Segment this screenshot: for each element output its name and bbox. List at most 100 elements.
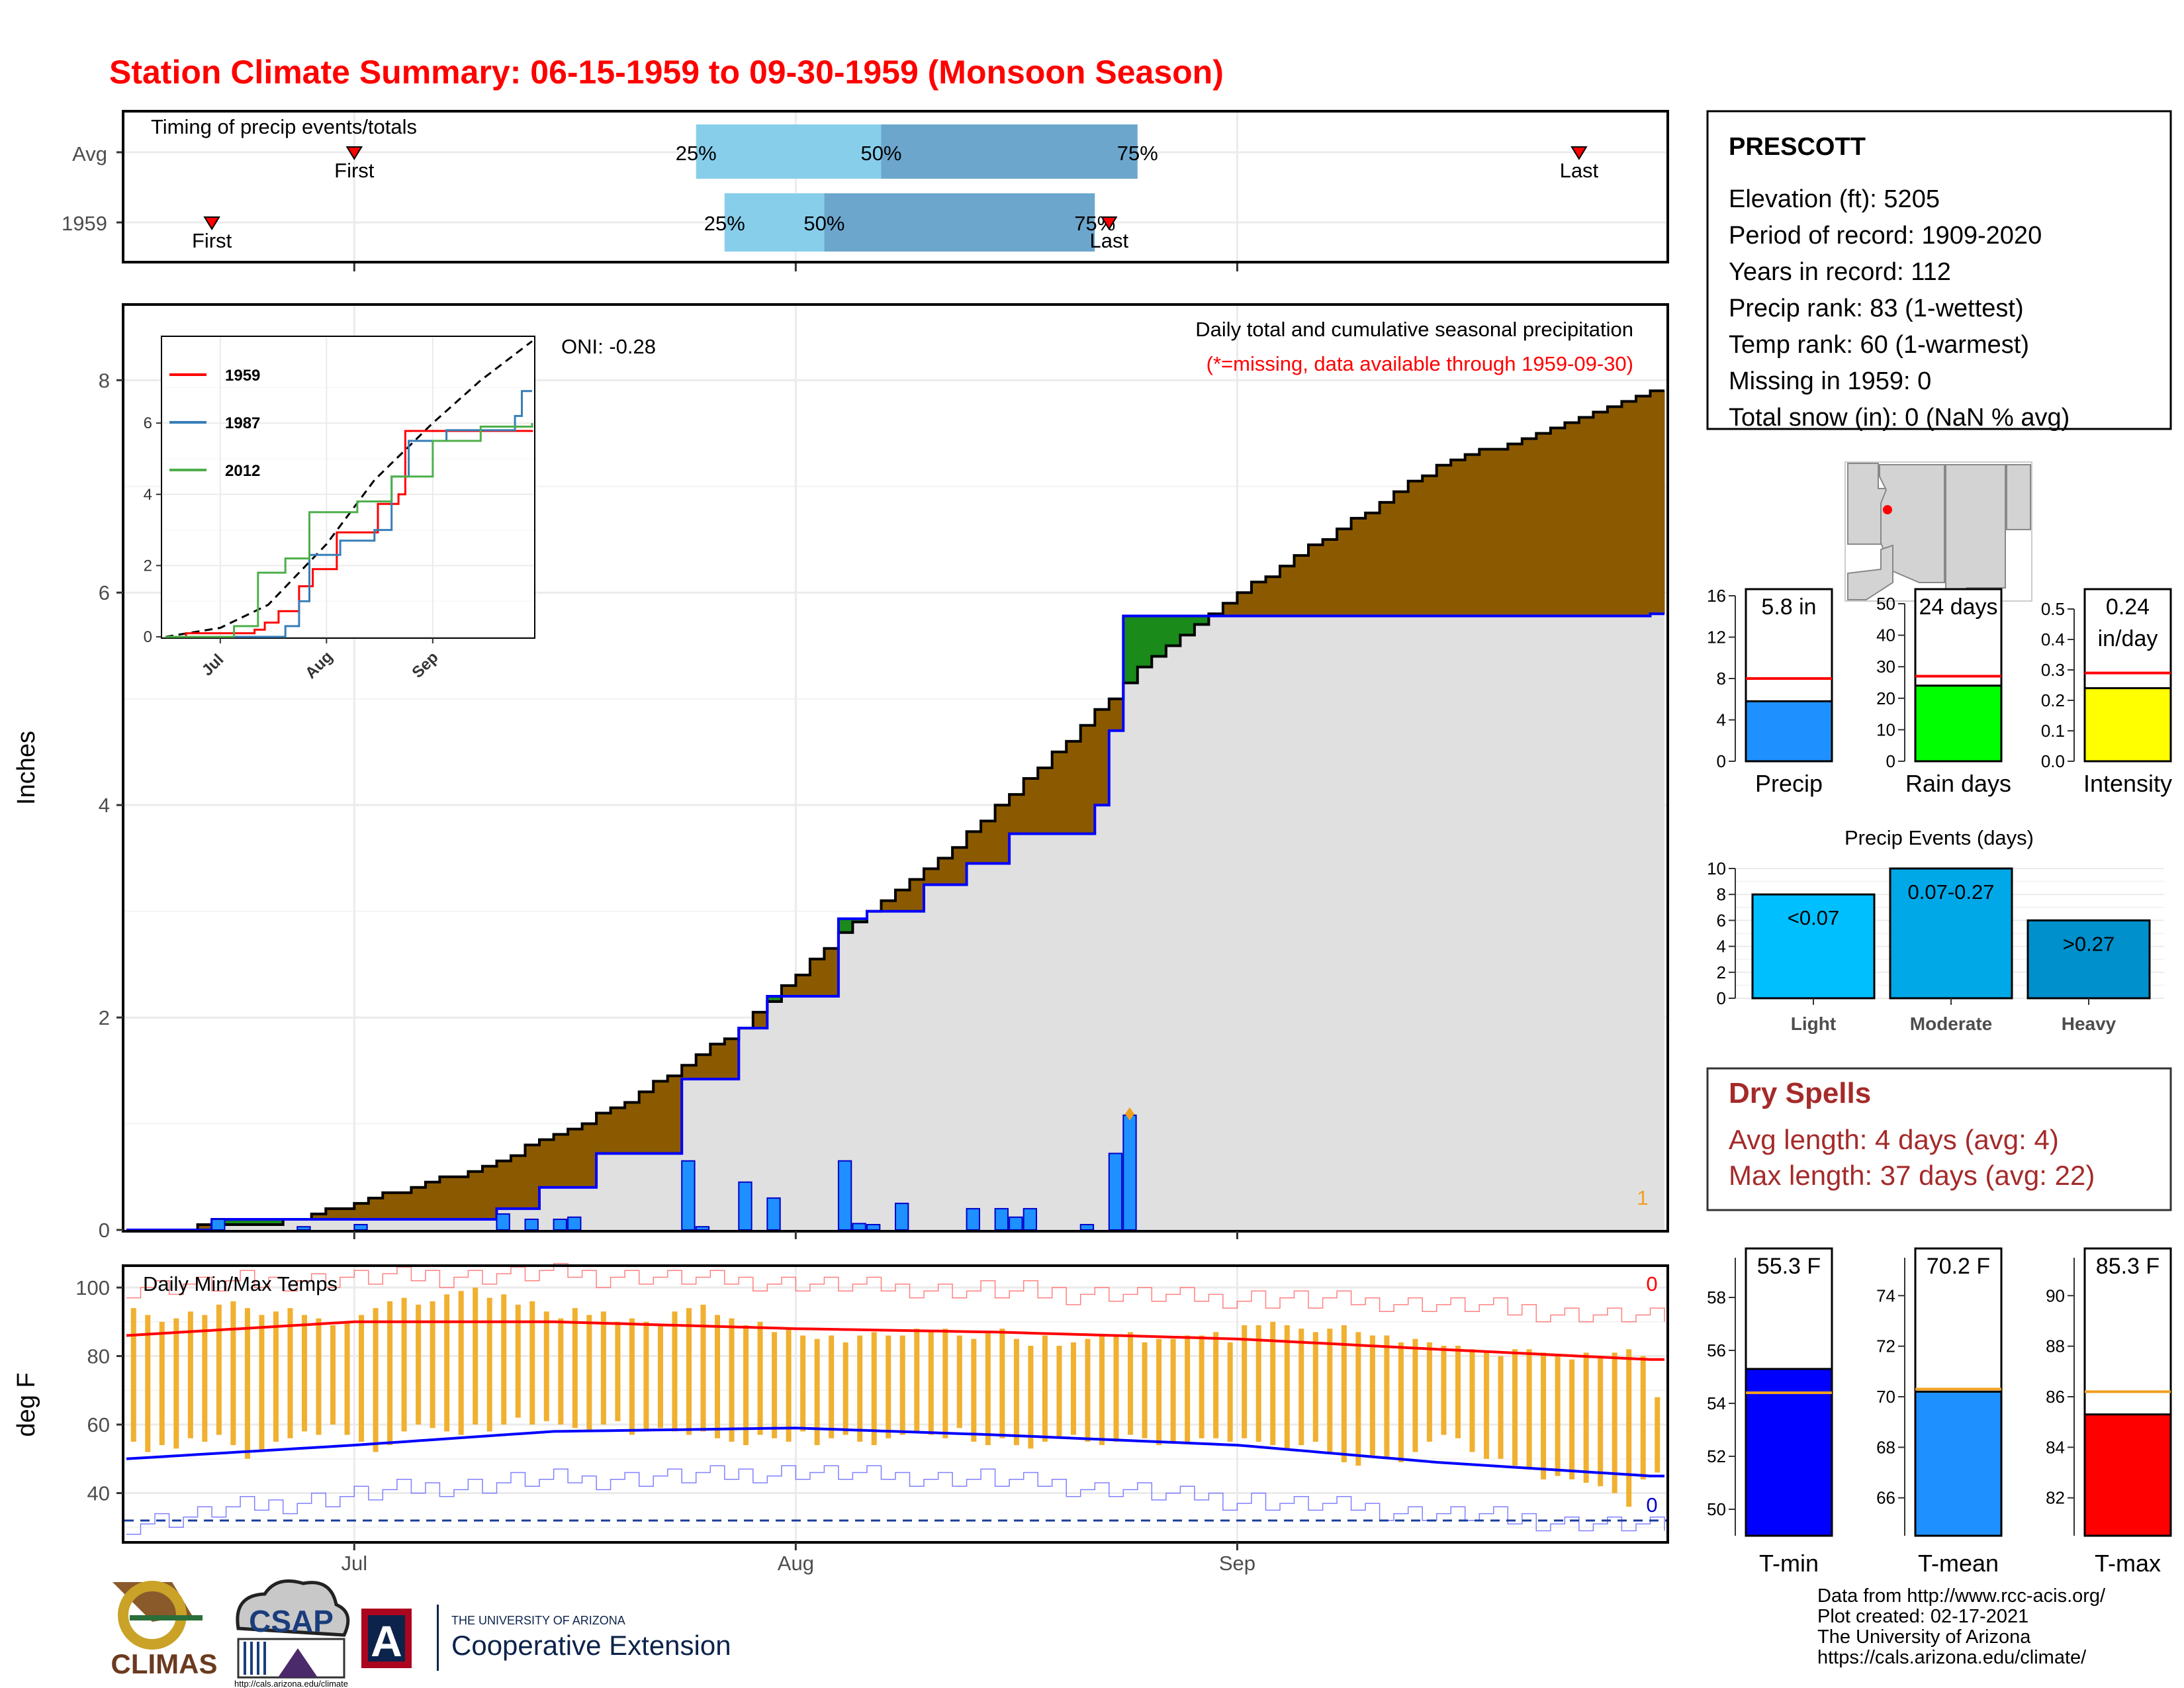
temp-daily-bar — [1569, 1359, 1575, 1479]
surplus-slab — [269, 1219, 284, 1225]
deficit-slab — [197, 1224, 212, 1230]
events-y-tick-label: 6 — [1717, 910, 1726, 930]
temp-daily-bar — [501, 1294, 507, 1425]
deficit-slab — [1265, 577, 1281, 616]
deficit-slab — [895, 890, 911, 912]
csap-url: http://cals.arizona.edu/climate — [234, 1679, 348, 1688]
temp-daily-bar — [829, 1335, 835, 1438]
events-y-tick-label: 0 — [1717, 988, 1726, 1008]
main-y-tick-label: 6 — [99, 581, 110, 604]
deficit-slab — [1607, 406, 1622, 616]
cumulative-1959-line — [126, 612, 1664, 1231]
station-name: PRESCOTT — [1729, 133, 1866, 161]
temp-daily-bar — [1213, 1332, 1219, 1438]
temp-daily-bar — [1028, 1346, 1034, 1449]
temp-daily-bar — [130, 1308, 136, 1442]
temp-daily-bar — [772, 1332, 778, 1438]
temp-daily-bar — [1270, 1321, 1276, 1446]
inset-legend-label: 1959 — [225, 367, 260, 385]
deficit-slab — [995, 805, 1010, 864]
temp-daily-bar — [1056, 1346, 1062, 1438]
temp-missing-max: 0 — [1646, 1272, 1657, 1295]
temp-daily-bar — [416, 1304, 422, 1425]
temp-daily-bar — [1312, 1332, 1318, 1442]
temp-daily-bar — [1626, 1349, 1632, 1507]
temp-daily-bar — [1156, 1338, 1162, 1446]
main-y-axis-label: Inches — [13, 731, 40, 805]
temp-daily-bar — [1583, 1352, 1589, 1483]
temp-daily-bar — [316, 1318, 322, 1435]
temp-y-tick-label: 100 — [75, 1276, 110, 1299]
deficit-slab — [696, 1055, 711, 1080]
deficit-slab — [710, 1044, 725, 1080]
deficit-slab — [411, 1187, 426, 1219]
panel-y-tick-label: 10 — [1876, 720, 1895, 739]
deficit-slab — [1593, 412, 1608, 616]
temp-daily-bar — [387, 1301, 393, 1446]
timing-bar-q25-q50 — [696, 124, 882, 179]
panel-y-tick-label: 82 — [2046, 1488, 2065, 1508]
deficit-slab — [924, 868, 939, 885]
temp-daily-bar — [145, 1315, 151, 1452]
temp-daily-bar — [187, 1311, 193, 1438]
temp-daily-bar — [1341, 1325, 1347, 1462]
panel-y-tick-label: 56 — [1707, 1340, 1726, 1360]
panel-bar-t-min — [1745, 1368, 1833, 1537]
main-y-tick-label: 2 — [99, 1006, 110, 1029]
temp-daily-bar — [1099, 1335, 1105, 1446]
temp-daily-bar — [800, 1335, 806, 1432]
temp-daily-bar — [686, 1308, 692, 1435]
panel-y-tick-label: 0.4 — [2041, 630, 2065, 649]
precip-events-chart: Precip Events (days) 0 2 4 6 8 10 <0.07 Light 0.0… — [1707, 826, 2164, 1034]
deficit-slab — [396, 1192, 412, 1219]
events-y-tick-label: 8 — [1717, 884, 1726, 904]
timing-first-marker — [203, 216, 220, 230]
events-category-label: Heavy — [2062, 1013, 2116, 1034]
temp-x-tick-label: Sep — [1219, 1552, 1255, 1575]
temp-daily-bar — [1469, 1349, 1475, 1452]
timing-last-marker — [1100, 216, 1118, 230]
daily-precip-bar — [738, 1181, 752, 1231]
temp-daily-bar — [458, 1291, 464, 1435]
deficit-slab — [1009, 794, 1024, 834]
timing-last-marker — [1570, 146, 1588, 160]
panel-category-label: T-max — [2095, 1550, 2161, 1577]
deficit-slab — [1379, 502, 1394, 616]
daily-precip-bar — [553, 1218, 567, 1231]
temp-daily-bar — [871, 1332, 877, 1446]
daily-precip-bar — [496, 1213, 510, 1231]
panel-bar-intensity — [2083, 687, 2172, 763]
ua-cooperative-extension-logo: A THE UNIVERSITY OF ARIZONA Cooperative … — [361, 1605, 731, 1671]
panel-y-tick-label: 20 — [1876, 688, 1895, 708]
max-daily-marker — [1124, 1107, 1134, 1121]
daily-precip-bar — [966, 1207, 980, 1231]
surplus-slab — [1137, 616, 1152, 667]
panel-y-tick-label: 50 — [1707, 1499, 1726, 1519]
main-y-tick-label: 0 — [99, 1219, 110, 1242]
ua-logo-big-text: Cooperative Extension — [451, 1630, 731, 1661]
temp-daily-bar — [515, 1304, 521, 1418]
events-title: Precip Events (days) — [1844, 826, 2034, 849]
footer-credits: Data from http://www.rcc-acis.org/Plot c… — [1817, 1585, 2106, 1668]
timing-last-label: Last — [1560, 159, 1599, 182]
temp-y-axis-label: deg F — [13, 1372, 40, 1436]
station-info-line: Total snow (in): 0 (NaN % avg) — [1729, 404, 2070, 432]
temp-daily-bar — [1541, 1352, 1547, 1479]
panel-y-tick-label: 90 — [2046, 1286, 2065, 1305]
inset-series-1987 — [165, 390, 532, 638]
temp-daily-bar — [1255, 1325, 1261, 1442]
deficit-slab — [781, 985, 796, 996]
panel-y-tick-label: 0 — [1717, 751, 1726, 771]
panel-y-tick-label: 0.5 — [2041, 599, 2065, 619]
deficit-slab — [482, 1166, 497, 1219]
deficit-slab — [1436, 465, 1451, 616]
deficit-slab — [1365, 512, 1381, 616]
events-bar-label: <0.07 — [1788, 906, 1839, 929]
deficit-slab — [1294, 555, 1309, 616]
temp-daily-bar — [857, 1335, 863, 1442]
temp-daily-bar — [586, 1315, 592, 1432]
surplus-slab — [1194, 616, 1209, 625]
daily-precip-bar — [866, 1223, 881, 1231]
deficit-slab — [1351, 518, 1366, 616]
main-y-tick-label: 8 — [99, 369, 110, 392]
